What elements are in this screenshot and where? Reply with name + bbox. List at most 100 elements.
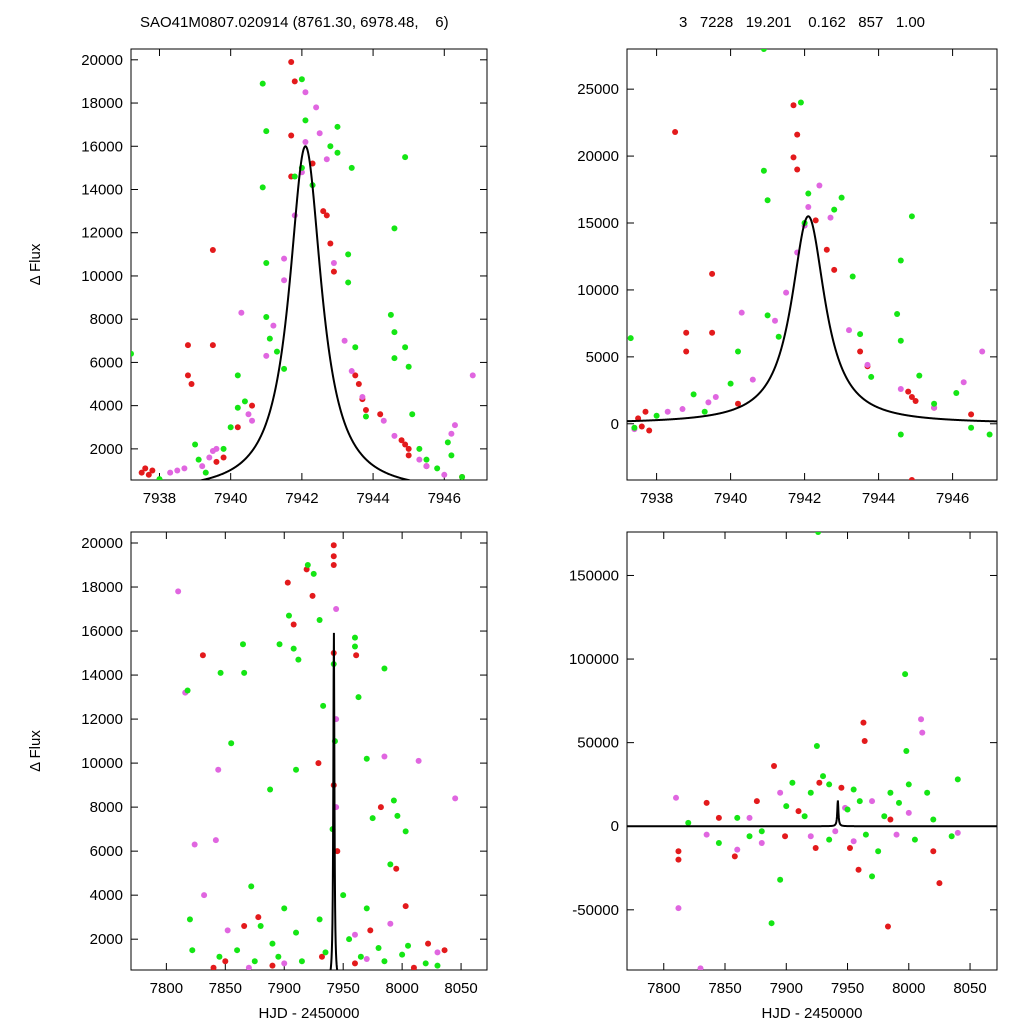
- data-point-magenta: [772, 317, 778, 324]
- data-point-magenta: [954, 829, 961, 836]
- data-point-green: [369, 815, 376, 822]
- data-point-magenta: [191, 841, 198, 848]
- data-point-magenta: [746, 814, 753, 821]
- data-point-green: [838, 194, 845, 201]
- data-point-magenta: [380, 417, 387, 424]
- data-point-green: [807, 789, 814, 796]
- data-point-green: [263, 128, 270, 135]
- data-point-magenta: [850, 838, 857, 845]
- data-point-green: [416, 445, 423, 452]
- data-point-green: [345, 251, 352, 258]
- data-point-red: [255, 914, 262, 921]
- data-point-magenta: [423, 463, 430, 470]
- data-point-magenta: [302, 138, 309, 145]
- data-point-red: [188, 381, 195, 388]
- data-point-red: [703, 799, 710, 806]
- data-point-green: [131, 350, 134, 357]
- data-point-magenta: [351, 931, 358, 938]
- data-point-red: [638, 423, 645, 430]
- data-point-red: [290, 621, 297, 628]
- data-point-green: [263, 314, 270, 321]
- data-point-green: [316, 617, 323, 624]
- data-point-red: [936, 880, 943, 887]
- data-point-green: [241, 398, 248, 405]
- data-point-green: [234, 404, 241, 411]
- data-point-magenta: [697, 965, 704, 970]
- data-point-green: [862, 831, 869, 838]
- data-point-red: [353, 652, 360, 659]
- data-point-green: [857, 331, 864, 338]
- data-point-green: [768, 920, 775, 927]
- data-point-green: [849, 273, 856, 280]
- data-point-red: [220, 454, 227, 461]
- data-point-red: [377, 411, 384, 418]
- data-point-green: [357, 953, 364, 960]
- data-point-red: [315, 760, 322, 767]
- data-point-green: [897, 337, 904, 344]
- data-point-magenta: [705, 399, 712, 406]
- data-point-green: [908, 213, 915, 220]
- data-point-green: [345, 279, 352, 286]
- x-tick-label: 7938: [143, 490, 176, 507]
- x-tick-label: 7800: [150, 980, 183, 997]
- data-point-red: [377, 804, 384, 811]
- model-fit-curve: [627, 800, 997, 828]
- data-point-red: [284, 579, 291, 586]
- data-points: [131, 58, 476, 480]
- data-point-green: [298, 76, 305, 83]
- data-point-green: [381, 665, 388, 672]
- data-point-red: [812, 217, 819, 224]
- data-point-magenta: [758, 839, 765, 846]
- data-point-green: [405, 942, 412, 949]
- data-point-magenta: [263, 352, 270, 359]
- plot-frame: [130, 48, 488, 481]
- panel-top-left: 7938 7940 7942 7944 7946 2000 4000 6000 8000 1000…: [27, 48, 488, 507]
- data-point-red: [795, 808, 802, 815]
- data-point-green: [202, 469, 209, 476]
- data-point-red: [330, 542, 337, 549]
- plot-frame: [626, 531, 998, 971]
- data-point-green: [734, 814, 741, 821]
- data-point-green: [220, 445, 227, 452]
- data-point-red: [930, 848, 937, 855]
- data-point-red: [334, 848, 341, 855]
- data-point-green: [334, 149, 341, 156]
- y-tick-label: 14000: [81, 181, 123, 198]
- x-tick-label: 7938: [640, 490, 673, 507]
- data-point-red: [398, 437, 405, 444]
- data-point-red: [715, 814, 722, 821]
- data-point-red: [709, 270, 716, 277]
- data-point-magenta: [679, 406, 686, 413]
- data-point-magenta: [387, 920, 394, 927]
- data-point-magenta: [918, 716, 925, 723]
- x-tick-label: 7942: [285, 490, 318, 507]
- data-point-green: [291, 173, 298, 180]
- data-point-green: [351, 643, 358, 650]
- data-point-red: [646, 427, 653, 434]
- data-point-green: [351, 634, 358, 641]
- data-point-red: [831, 266, 838, 273]
- data-point-green: [156, 476, 163, 480]
- data-point-green: [735, 348, 741, 355]
- data-point-magenta: [181, 465, 188, 472]
- data-point-magenta: [469, 372, 476, 379]
- x-tick-label: 7850: [209, 980, 242, 997]
- data-point-red: [330, 553, 337, 560]
- data-point-red: [683, 348, 690, 355]
- data-point-red: [138, 469, 145, 476]
- panel-top-right: 7938 7940 7942 7944 7946 0 5000 10000 15000 20000…: [577, 48, 998, 507]
- data-point-green: [251, 958, 258, 965]
- data-point-green: [295, 656, 302, 663]
- data-point-magenta: [734, 846, 741, 853]
- data-point-green: [355, 694, 362, 701]
- data-point-red: [884, 923, 891, 930]
- data-point-green: [916, 372, 923, 379]
- data-point-green: [930, 816, 937, 823]
- data-point-magenta: [302, 89, 309, 96]
- data-point-red: [908, 477, 915, 480]
- data-point-green: [409, 411, 416, 418]
- data-point-red: [213, 458, 220, 465]
- data-point-red: [405, 452, 412, 459]
- data-point-green: [777, 876, 784, 883]
- y-tick-label: 18000: [81, 95, 123, 112]
